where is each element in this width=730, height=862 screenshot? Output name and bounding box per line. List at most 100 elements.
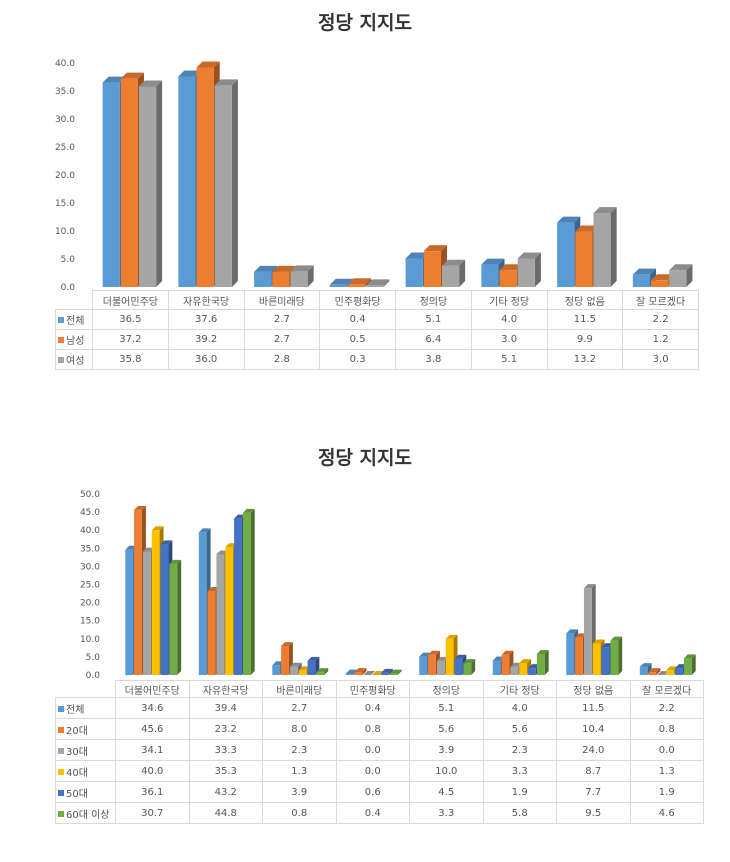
bar-front xyxy=(454,658,463,675)
value-cell: 2.3 xyxy=(262,739,337,761)
bar-top xyxy=(454,654,467,659)
bar-front xyxy=(510,666,519,675)
value-cell: 2.3 xyxy=(482,739,557,761)
y-tick-label: 40.0 xyxy=(55,59,75,69)
value-cell: 0.4 xyxy=(335,802,410,824)
bar-front xyxy=(575,231,593,287)
bar-top xyxy=(366,279,390,286)
bar-side xyxy=(177,559,182,675)
value-cell: 1.9 xyxy=(629,781,704,803)
bar-side xyxy=(610,207,617,287)
bar-top xyxy=(423,245,447,252)
y-tick-label: 25.0 xyxy=(55,143,75,153)
value-cell: 2.7 xyxy=(262,697,337,719)
bar-front xyxy=(242,512,251,675)
y-tick-label: 30.0 xyxy=(80,562,100,572)
bar-front xyxy=(499,270,517,287)
bar-side xyxy=(544,650,549,675)
legend-swatch-icon xyxy=(58,747,64,754)
bar-top xyxy=(138,80,163,87)
value-cell: 0.8 xyxy=(262,802,337,824)
category-label: 바른미래당 xyxy=(262,680,337,698)
bar-front xyxy=(566,633,575,675)
y-tick-label: 40.0 xyxy=(80,526,100,536)
bar-top xyxy=(290,265,314,272)
bar-top xyxy=(499,264,523,271)
bar-top xyxy=(348,278,372,285)
series-name: 60대 이상 xyxy=(66,809,110,821)
value-cell: 35.3 xyxy=(188,760,263,782)
bar-front xyxy=(492,660,501,675)
bar-front xyxy=(329,284,348,287)
series-name: 30대 xyxy=(66,746,88,758)
bar-60대 이상-잘 모르겠다 xyxy=(683,654,696,675)
bar-front xyxy=(666,670,675,675)
bar-top xyxy=(666,666,679,671)
value-cell: 5.6 xyxy=(409,718,484,740)
bar-front xyxy=(290,271,308,287)
value-cell: 0.4 xyxy=(335,697,410,719)
bar-side xyxy=(691,654,696,675)
bar-front xyxy=(207,591,216,675)
bar-front xyxy=(134,509,142,675)
bar-front xyxy=(160,544,169,675)
bar-20대-민주평화당 xyxy=(354,668,367,675)
bar-top xyxy=(441,259,466,266)
table-row: 50대 36.1 43.2 3.9 0.6 4.5 1.9 7.7 1.9 xyxy=(55,781,704,803)
value-cell: 0.0 xyxy=(335,739,410,761)
chart-2-plot: 0.0 5.0 10.0 15.0 20.0 25.0 30.0 35.0 40.0 45.0 50… xyxy=(80,490,696,681)
bar-top xyxy=(610,636,623,641)
bar-top xyxy=(683,654,696,659)
value-cell: 33.3 xyxy=(188,739,263,761)
y-tick-label: 45.0 xyxy=(80,508,100,518)
bar-front xyxy=(120,78,138,288)
value-cell: 45.6 xyxy=(115,718,190,740)
value-cell: 5.1 xyxy=(409,697,484,719)
bar-top xyxy=(372,671,385,675)
value-cell: 24.0 xyxy=(556,739,631,761)
value-cell: 8.0 xyxy=(262,718,337,740)
y-tick-label: 0.0 xyxy=(86,671,101,681)
value-cell: 3.9 xyxy=(409,739,484,761)
bar-전체-잘 모르겠다 xyxy=(632,268,657,287)
bar-side xyxy=(307,265,314,287)
category-label: 민주평화당 xyxy=(335,680,410,698)
y-tick-label: 15.0 xyxy=(80,617,100,627)
bar-side xyxy=(471,659,476,675)
bar-top xyxy=(254,265,278,272)
value-cell: 5.8 xyxy=(482,802,557,824)
bar-60대 이상-자유한국당 xyxy=(242,508,255,675)
bar-top xyxy=(463,659,476,664)
bar-top xyxy=(648,668,661,673)
bar-front xyxy=(501,654,510,675)
bar-front xyxy=(125,549,134,675)
bar-top xyxy=(592,639,605,644)
bar-top xyxy=(593,207,617,214)
value-cell: 0.0 xyxy=(629,739,704,761)
bar-top xyxy=(501,650,514,655)
value-cell: 2.2 xyxy=(629,697,704,719)
bar-front xyxy=(517,258,535,287)
bar-top xyxy=(575,225,599,232)
bar-top xyxy=(481,258,505,265)
bar-front xyxy=(381,672,389,675)
bar-여성-정의당 xyxy=(441,259,466,287)
bar-front xyxy=(536,654,545,675)
value-cell: 11.5 xyxy=(556,697,631,719)
bar-front xyxy=(436,660,445,675)
bar-side xyxy=(383,279,390,287)
legend-swatch-icon xyxy=(58,726,64,733)
bar-front xyxy=(234,518,242,675)
bar-front xyxy=(683,658,692,675)
value-cell: 4.5 xyxy=(409,781,484,803)
bar-top xyxy=(632,268,657,275)
y-tick-label: 5.0 xyxy=(86,653,101,663)
bar-front xyxy=(575,637,583,675)
bar-side xyxy=(388,668,393,675)
value-cell: 44.8 xyxy=(188,802,263,824)
bar-60대 이상-기타 정당 xyxy=(536,650,549,675)
value-cell: 9.5 xyxy=(556,802,631,824)
bar-front xyxy=(648,672,657,675)
y-tick-label: 50.0 xyxy=(80,490,100,500)
